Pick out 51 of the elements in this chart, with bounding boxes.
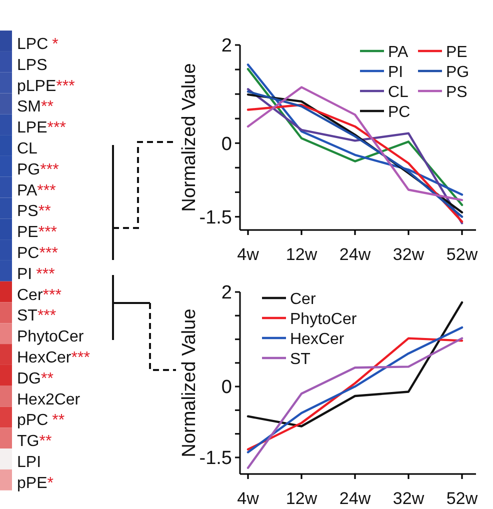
text: LPC * <box>17 36 58 53</box>
legend-label: CL <box>388 84 409 101</box>
legend-label: PhytoCer <box>290 311 358 328</box>
legend-label: Cer <box>290 291 316 308</box>
text: PS** <box>17 203 51 220</box>
y-tick-label: 2 <box>221 36 232 57</box>
legend-label: PI <box>388 64 404 81</box>
text: PI *** <box>17 266 55 283</box>
x-tick-label: 24w <box>339 245 372 264</box>
text: LPS <box>17 56 48 74</box>
text: PhytoCer <box>17 328 84 346</box>
x-tick-label: 32w <box>392 245 425 264</box>
legend-label: PS <box>446 84 468 101</box>
x-tick-label: 12w <box>286 489 318 508</box>
y-tick-label: 0 <box>221 134 232 155</box>
text: HexCer*** <box>17 350 90 366</box>
text: pLPE*** <box>17 78 75 95</box>
text: LPI <box>17 454 42 471</box>
text: PC*** <box>17 245 58 262</box>
legend-label: PA <box>388 44 408 61</box>
y-tick-label: 2 <box>221 282 232 304</box>
legend-label: PC <box>388 104 410 121</box>
x-tick-label: 12w <box>286 245 318 264</box>
legend-label: PG <box>446 64 470 81</box>
x-tick-label: 24w <box>339 489 372 508</box>
text: PE*** <box>17 224 58 242</box>
text: PA*** <box>17 182 56 200</box>
text: DG** <box>17 370 54 388</box>
y-tick-label: -1.5 <box>199 207 232 228</box>
text: Hex2Cer <box>17 391 81 408</box>
text: Cer*** <box>17 286 62 304</box>
legend-label: HexCer <box>290 331 345 348</box>
x-tick-label: 32w <box>392 489 425 508</box>
text: LPE*** <box>17 120 66 137</box>
text: ST*** <box>17 308 56 325</box>
legend-label: ST <box>290 351 311 368</box>
text: CL <box>17 140 38 158</box>
text: TG** <box>17 433 52 450</box>
y-tick-label: -1.5 <box>199 448 232 470</box>
y-axis-title: Normalized Value <box>179 63 200 212</box>
text: pPC ** <box>17 412 65 430</box>
x-tick-label: 52w <box>446 489 478 508</box>
x-tick-label: 4w <box>237 489 260 508</box>
y-axis-title: Normalized Value <box>179 308 200 458</box>
x-tick-label: 4w <box>237 245 260 264</box>
text: PG*** <box>17 161 59 178</box>
text: SM** <box>17 98 54 116</box>
text: pPE* <box>17 474 54 492</box>
y-tick-label: 0 <box>221 377 232 398</box>
x-tick-label: 52w <box>446 245 478 264</box>
legend-label: PE <box>446 44 468 61</box>
